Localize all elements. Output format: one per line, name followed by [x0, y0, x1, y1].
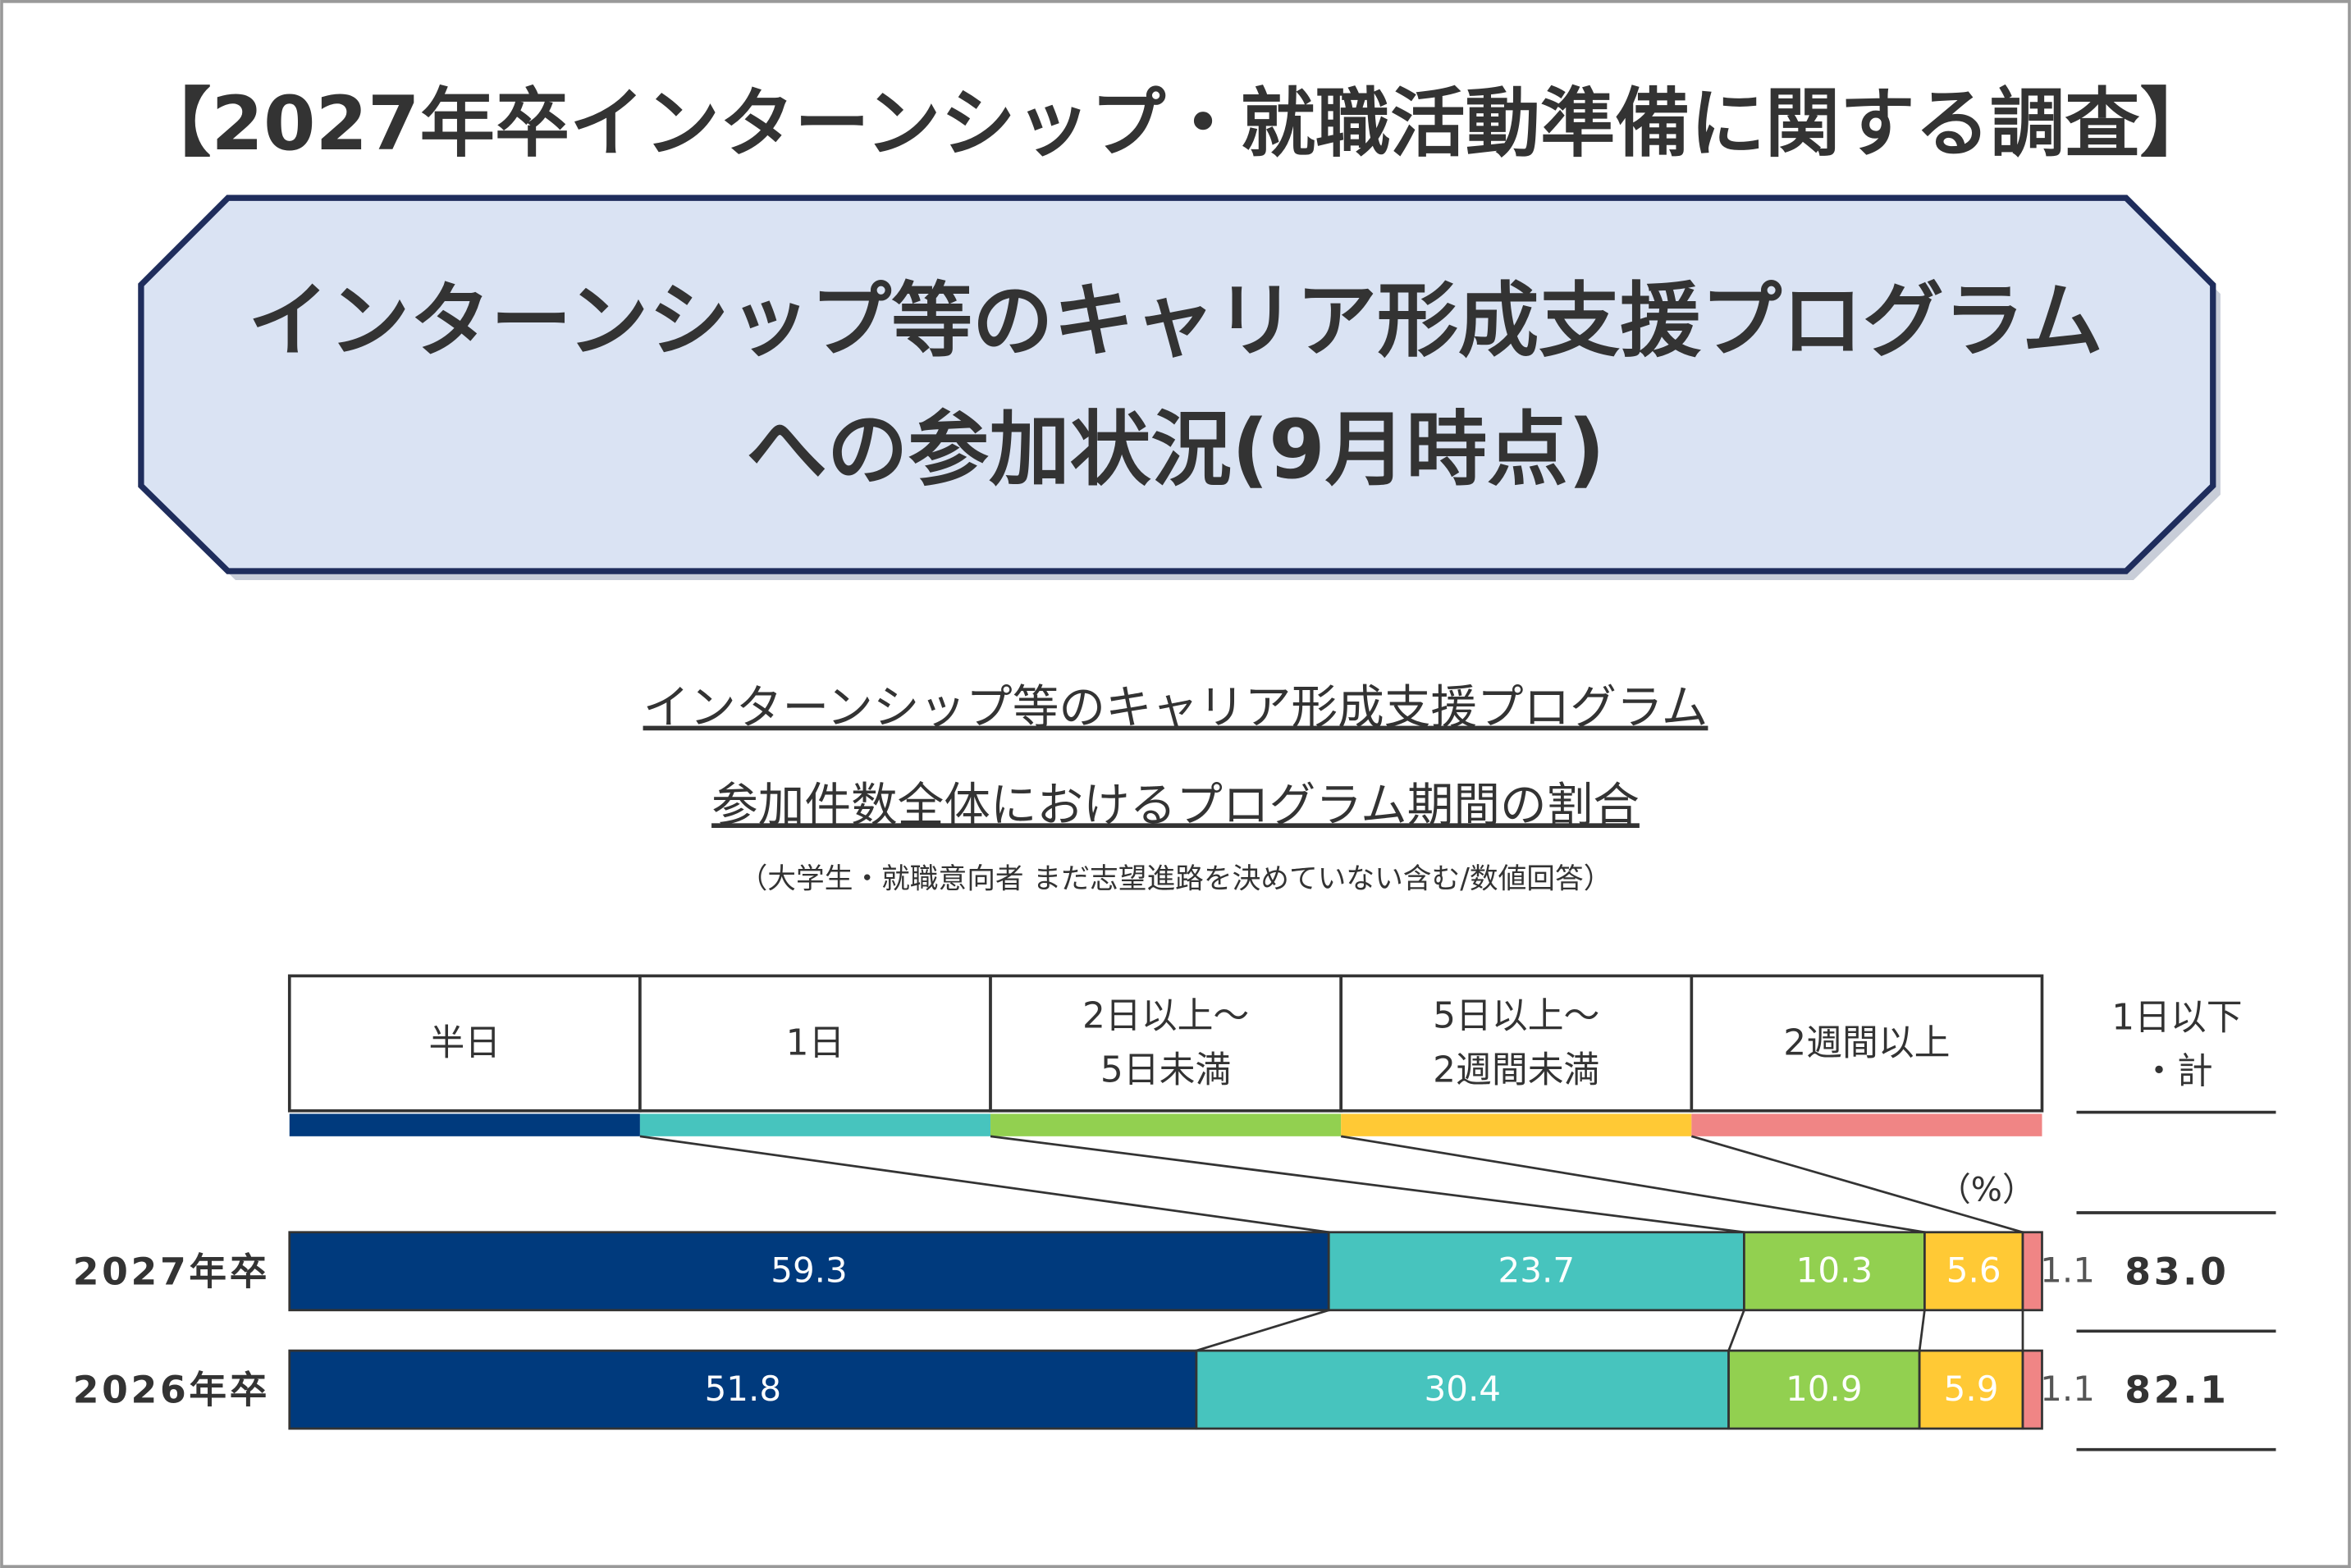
- bar-segment: [1743, 1231, 1926, 1312]
- legend-label: 1日: [786, 1022, 845, 1063]
- data-label: 5.6: [1946, 1250, 2001, 1291]
- bar-segment: [2021, 1349, 2043, 1430]
- legend-cell: [287, 974, 642, 1113]
- data-label: 59.3: [771, 1250, 848, 1291]
- legend-cell: [1339, 974, 1694, 1113]
- bar-segment: [288, 1349, 1198, 1430]
- bar-segment: [2021, 1231, 2043, 1312]
- connector: [1727, 1310, 1745, 1351]
- legend-label: 2日以上～ 5日未満: [1082, 995, 1249, 1091]
- data-label: 5.9: [1944, 1369, 1999, 1409]
- legend-swatch: [990, 1113, 1342, 1136]
- legend-label: 5日以上～ 2週間未満: [1433, 995, 1599, 1091]
- category-label: 2027年卒: [73, 1250, 270, 1293]
- legend-swatch: [1341, 1113, 1692, 1136]
- total-value: 83.0: [2125, 1250, 2229, 1293]
- data-label: 1.1: [2040, 1369, 2095, 1409]
- data-label: 51.8: [705, 1369, 782, 1409]
- legend-swatch: [289, 1113, 640, 1136]
- data-label: 10.9: [1786, 1369, 1863, 1409]
- chart-title: 参加件数全体におけるプログラム期間の割合: [711, 778, 1640, 832]
- banner-title: インターンシップ等のキャリア形成支援プログラム: [248, 274, 2103, 368]
- bar-segment: [288, 1231, 1330, 1312]
- legend-label: 半日: [429, 1022, 501, 1063]
- chart-subtitle: （大学生・就職意向者 まだ志望進路を決めていない含む/数値回答）: [739, 862, 1612, 895]
- legend-cell: [1690, 974, 2044, 1113]
- connector: [1340, 1135, 1925, 1234]
- legend-swatch: [1691, 1113, 2042, 1136]
- category-label: 2026年卒: [73, 1369, 270, 1412]
- unit-label: （%）: [1938, 1171, 2036, 1209]
- connector: [1196, 1309, 1329, 1352]
- connector: [639, 1135, 1329, 1234]
- legend-swatch: [639, 1113, 991, 1136]
- banner: [138, 194, 2216, 574]
- chart-title: インターンシップ等のキャリア形成支援プログラム: [643, 681, 1708, 735]
- data-label: 30.4: [1424, 1369, 1501, 1409]
- legend-label: 2週間以上: [1783, 1022, 1950, 1063]
- totals-header: 1日以下・計: [2111, 996, 2242, 1092]
- bar-segment: [1918, 1349, 2024, 1430]
- data-label: 23.7: [1498, 1250, 1576, 1291]
- data-label: 1.1: [2040, 1250, 2095, 1291]
- total-value: 82.1: [2125, 1369, 2229, 1412]
- connector: [1918, 1310, 1926, 1351]
- connector: [1690, 1135, 2024, 1234]
- data-label: 10.3: [1796, 1250, 1873, 1291]
- connector: [990, 1135, 1745, 1234]
- banner-title: への参加状況(9月時点): [746, 403, 1605, 497]
- page-title: 【2027年卒インターンシップ・就職活動準備に関する調査】: [136, 80, 2215, 167]
- bar-segment: [1727, 1349, 1921, 1430]
